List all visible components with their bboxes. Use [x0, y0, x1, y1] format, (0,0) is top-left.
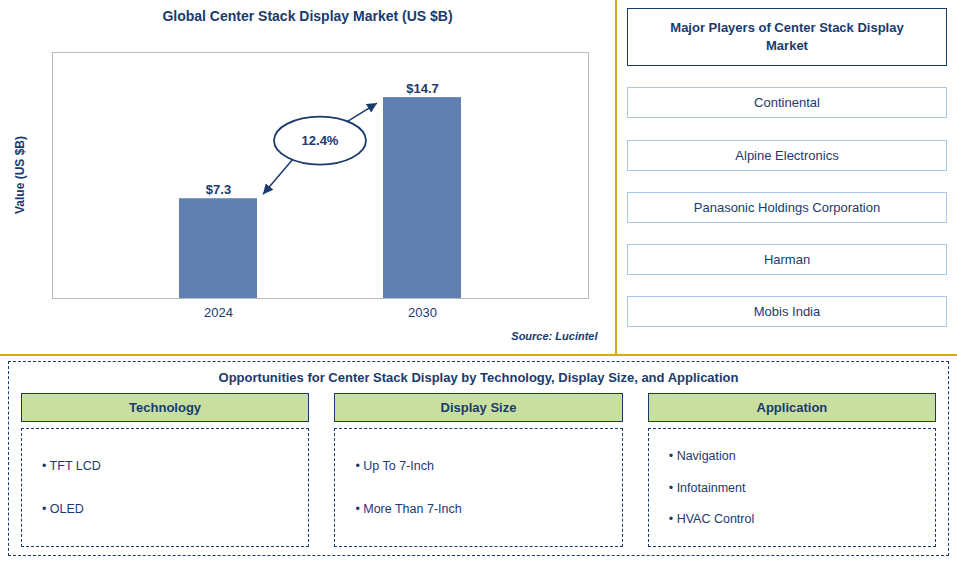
html-text:Source: Lucintel: Source: Lucintel: [511, 330, 598, 342]
svg-text:2030: 2030: [408, 305, 437, 320]
html-text:Alpine Electronics: Alpine Electronics: [735, 147, 839, 163]
html-text:Panasonic Holdings Corporation: Panasonic Holdings Corporation: [693, 199, 881, 215]
svg-text:Value (US $B): Value (US $B): [13, 136, 27, 214]
svg-text:$14.7: $14.7: [406, 81, 439, 96]
html-text:Display Size: Display Size: [440, 400, 517, 415]
html-text:Major Players of Center Stack: Major Players of Center Stack Display Ma…: [670, 20, 904, 54]
html-text:• OLED: • OLED: [42, 501, 84, 516]
html-text:• Navigation: • Navigation: [668, 448, 736, 463]
html-text:• More Than 7-Inch: • More Than 7-Inch: [355, 501, 462, 516]
html-text:• Infotainment: • Infotainment: [668, 480, 746, 495]
html-text:• Up To 7-Inch: • Up To 7-Inch: [355, 459, 434, 474]
html-text:Technology: Technology: [129, 400, 202, 415]
html-text:Application: Application: [756, 400, 828, 415]
svg-text:2024: 2024: [204, 305, 233, 320]
html-text:Continental: Continental: [754, 95, 820, 111]
html-text:Global Center Stack Display Ma: Global Center Stack Display Market (US $…: [162, 8, 453, 24]
html-text:• HVAC Control: • HVAC Control: [668, 512, 755, 527]
html-text:Opportunities for Center Stack: Opportunities for Center Stack Display b…: [218, 370, 739, 385]
svg-text:12.4%: 12.4%: [301, 133, 338, 148]
html-text:Mobis India: Mobis India: [753, 303, 821, 319]
html-text:• TFT LCD: • TFT LCD: [42, 459, 101, 474]
svg-text:$7.3: $7.3: [205, 182, 230, 197]
html-text:Harman: Harman: [763, 251, 811, 267]
